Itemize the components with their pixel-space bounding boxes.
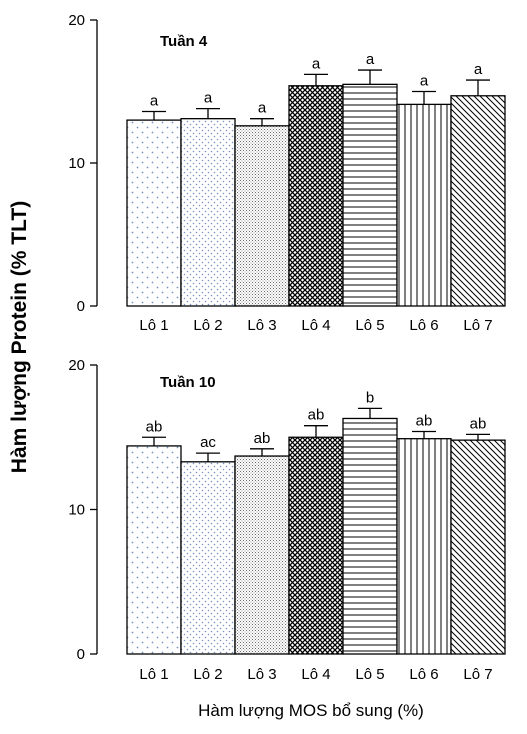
bar <box>180 461 236 655</box>
bar <box>396 103 452 307</box>
significance-label: a <box>204 90 213 107</box>
bar <box>450 439 506 655</box>
y-tick-label: 20 <box>68 357 85 374</box>
y-tick-label: 20 <box>68 12 85 29</box>
panel-title: Tuần 10 <box>160 374 216 391</box>
bar <box>126 119 182 307</box>
category-label: Lô 7 <box>463 317 492 334</box>
significance-label: ab <box>146 418 163 435</box>
significance-label: ab <box>416 412 433 429</box>
category-label: Lô 7 <box>463 666 492 683</box>
category-label: Lô 2 <box>193 666 222 683</box>
bar <box>396 438 452 655</box>
significance-label: ab <box>254 430 271 447</box>
significance-label: a <box>312 55 321 72</box>
category-label: Lô 1 <box>139 666 168 683</box>
category-label: Lô 1 <box>139 317 168 334</box>
bar <box>126 445 182 655</box>
significance-label: ab <box>308 407 325 424</box>
chart-panel-1: 0 10 20 Tuần 4 a Lô 1 a Lô 2 a Lô 3 a Lô 4 a Lô 5 a Lô … <box>68 12 506 334</box>
bar <box>450 95 506 307</box>
category-label: Lô 6 <box>409 317 438 334</box>
category-label: Lô 4 <box>301 317 330 334</box>
category-label: Lô 2 <box>193 317 222 334</box>
bar <box>180 118 236 307</box>
significance-label: ab <box>470 415 487 432</box>
significance-label: a <box>150 93 159 110</box>
category-label: Lô 3 <box>247 317 276 334</box>
category-label: Lô 5 <box>355 666 384 683</box>
significance-label: a <box>366 51 375 68</box>
significance-label: a <box>258 100 267 117</box>
y-tick-label: 0 <box>77 298 85 315</box>
category-label: Lô 6 <box>409 666 438 683</box>
significance-label: b <box>366 389 374 406</box>
x-axis-title: Hàm lượng MOS bổ sung (%) <box>198 701 424 720</box>
category-label: Lô 5 <box>355 317 384 334</box>
bar <box>288 85 344 307</box>
category-label: Lô 4 <box>301 666 330 683</box>
bar <box>234 125 290 307</box>
bar <box>342 83 398 307</box>
y-tick-label: 10 <box>68 502 85 519</box>
y-tick-label: 0 <box>77 646 85 663</box>
bar <box>234 455 290 655</box>
bar <box>288 436 344 655</box>
significance-label: a <box>474 61 483 78</box>
panel-title: Tuần 4 <box>160 33 208 50</box>
significance-label: ac <box>200 434 216 451</box>
y-tick-label: 10 <box>68 155 85 172</box>
chart-panel-2: 0 10 20 Tuần 10 ab Lô 1 ac Lô 2 ab Lô 3 ab Lô 4 b Lô … <box>68 357 506 683</box>
category-label: Lô 3 <box>247 666 276 683</box>
significance-label: a <box>420 73 429 90</box>
y-axis-title: Hàm lượng Protein (% TLT) <box>8 201 31 473</box>
bar <box>342 417 398 655</box>
